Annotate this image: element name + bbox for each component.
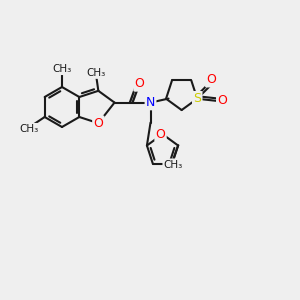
Text: CH₃: CH₃ (164, 160, 183, 170)
Text: S: S (193, 92, 201, 105)
Text: O: O (93, 117, 103, 130)
Text: CH₃: CH₃ (19, 124, 38, 134)
Text: CH₃: CH₃ (87, 68, 106, 78)
Text: O: O (135, 77, 145, 90)
Text: N: N (146, 96, 155, 109)
Text: O: O (206, 73, 216, 86)
Text: O: O (217, 94, 227, 107)
Text: CH₃: CH₃ (52, 64, 72, 74)
Text: O: O (156, 128, 166, 141)
